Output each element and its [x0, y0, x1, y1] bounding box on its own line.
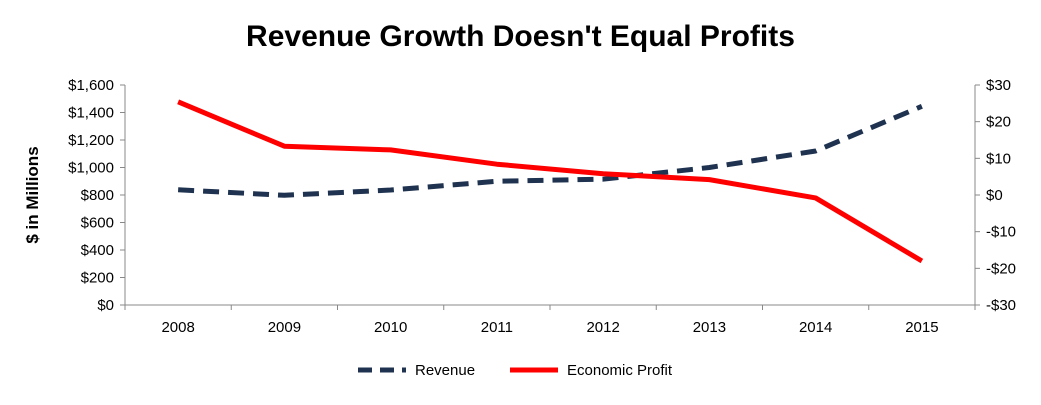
x-tick-label: 2008	[161, 319, 194, 336]
left-tick-label: $800	[81, 187, 114, 204]
left-tick-label: $400	[81, 242, 114, 259]
chart-series	[177, 99, 924, 264]
left-tick-label: $1,400	[68, 105, 114, 122]
legend-label: Revenue	[415, 362, 475, 379]
chart-axes: $0 $200 $400 $600 $800 $1,000 $1,200 $1,400 $1,6…	[23, 77, 1016, 336]
left-tick-label: $200	[81, 270, 114, 287]
series-line-economic-profit	[177, 99, 924, 264]
left-tick-label: $1,200	[68, 132, 114, 149]
left-tick-label: $1,000	[68, 160, 114, 177]
left-tick-label: $0	[97, 297, 114, 314]
right-tick-label: $20	[986, 114, 1011, 131]
right-tick-label: $30	[986, 77, 1011, 94]
x-tick-label: 2012	[586, 319, 619, 336]
right-tick-label: $0	[986, 187, 1003, 204]
x-tick-label: 2009	[268, 319, 301, 336]
x-tick-label: 2013	[693, 319, 726, 336]
right-tick-label: -$20	[986, 260, 1016, 277]
right-tick-label: -$30	[986, 297, 1016, 314]
left-tick-label: $600	[81, 215, 114, 232]
left-tick-label: $1,600	[68, 77, 114, 94]
series-line-revenue	[177, 104, 923, 198]
right-tick-label: -$10	[986, 224, 1016, 241]
legend-label: Economic Profit	[567, 362, 673, 379]
x-tick-label: 2011	[481, 319, 513, 336]
chart-title: Revenue Growth Doesn't Equal Profits	[246, 20, 795, 53]
x-tick-label: 2010	[374, 319, 407, 336]
chart-legend: Revenue Economic Profit	[358, 362, 673, 379]
x-tick-label: 2014	[799, 319, 832, 336]
right-tick-label: $10	[986, 150, 1011, 167]
y-axis-title: $ in Millions	[23, 146, 42, 243]
x-tick-label: 2015	[905, 319, 938, 336]
